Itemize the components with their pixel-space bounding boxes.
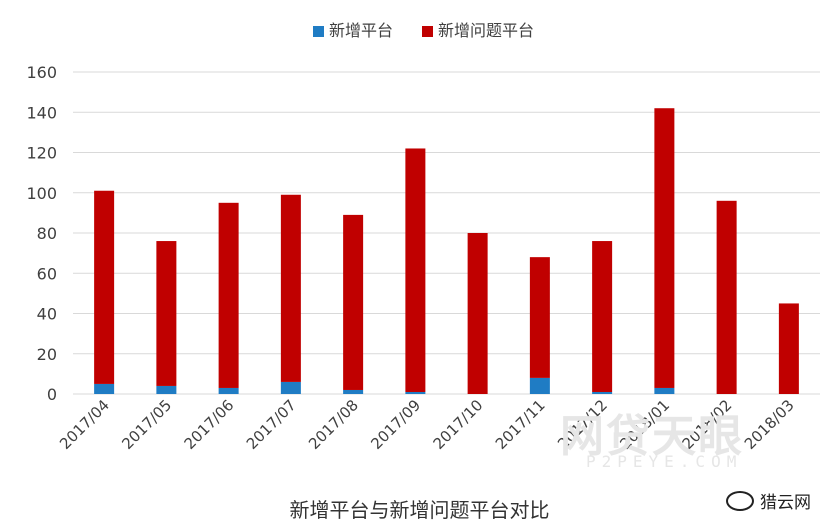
y-tick-label: 140 <box>26 103 57 122</box>
y-tick-label: 40 <box>37 305 57 324</box>
bar-new-problem-platforms <box>218 202 239 388</box>
y-tick-label: 160 <box>26 63 57 82</box>
bar-new-platforms <box>592 391 613 394</box>
bar-new-platforms <box>156 385 177 394</box>
legend-label: 新增问题平台 <box>438 21 534 40</box>
bar-new-problem-platforms <box>156 241 177 386</box>
bar-new-platforms <box>280 381 301 394</box>
y-tick-label: 20 <box>37 345 57 364</box>
y-tick-label: 80 <box>37 224 57 243</box>
bar-new-platforms <box>529 377 550 394</box>
bar-new-problem-platforms <box>343 214 364 390</box>
bar-new-problem-platforms <box>778 303 799 394</box>
legend-swatch <box>422 26 433 37</box>
x-tick-label: 2017/10 <box>430 396 487 453</box>
bar-new-problem-platforms <box>592 241 613 392</box>
bar-new-problem-platforms <box>94 190 115 384</box>
bar-new-platforms <box>405 391 426 394</box>
y-tick-label: 0 <box>47 385 57 404</box>
x-tick-label: 2017/11 <box>492 396 549 453</box>
x-tick-label: 2017/09 <box>367 396 424 453</box>
y-tick-label: 100 <box>26 184 57 203</box>
legend-swatch <box>313 26 324 37</box>
bar-new-problem-platforms <box>467 233 488 394</box>
bar-new-problem-platforms <box>405 148 426 392</box>
wechat-icon <box>726 490 754 511</box>
chart-caption: 新增平台与新增问题平台对比 <box>289 498 550 522</box>
bar-new-problem-platforms <box>529 257 550 378</box>
logo-text: 猎云网 <box>760 493 811 513</box>
x-tick-label: 2017/05 <box>118 396 175 453</box>
y-tick-label: 120 <box>26 144 57 163</box>
x-tick-label: 2018/03 <box>741 396 798 453</box>
x-tick-label: 2017/07 <box>243 396 300 453</box>
watermark-sub: P2PEYE.COM <box>586 452 743 471</box>
watermark: 网贷天眼 <box>560 411 744 462</box>
legend-label: 新增平台 <box>329 21 393 40</box>
bar-new-platforms <box>94 383 115 394</box>
bar-new-platforms <box>218 387 239 394</box>
x-tick-label: 2017/08 <box>305 396 362 453</box>
bar-new-problem-platforms <box>654 108 675 388</box>
x-tick-label: 2017/06 <box>181 396 238 453</box>
bar-new-problem-platforms <box>716 200 737 394</box>
bar-new-platforms <box>654 387 675 394</box>
bar-new-platforms <box>343 389 364 394</box>
bar-new-problem-platforms <box>280 194 301 382</box>
y-tick-label: 60 <box>37 264 57 283</box>
x-tick-label: 2017/04 <box>56 396 113 453</box>
logo: 猎云网 <box>726 488 811 513</box>
